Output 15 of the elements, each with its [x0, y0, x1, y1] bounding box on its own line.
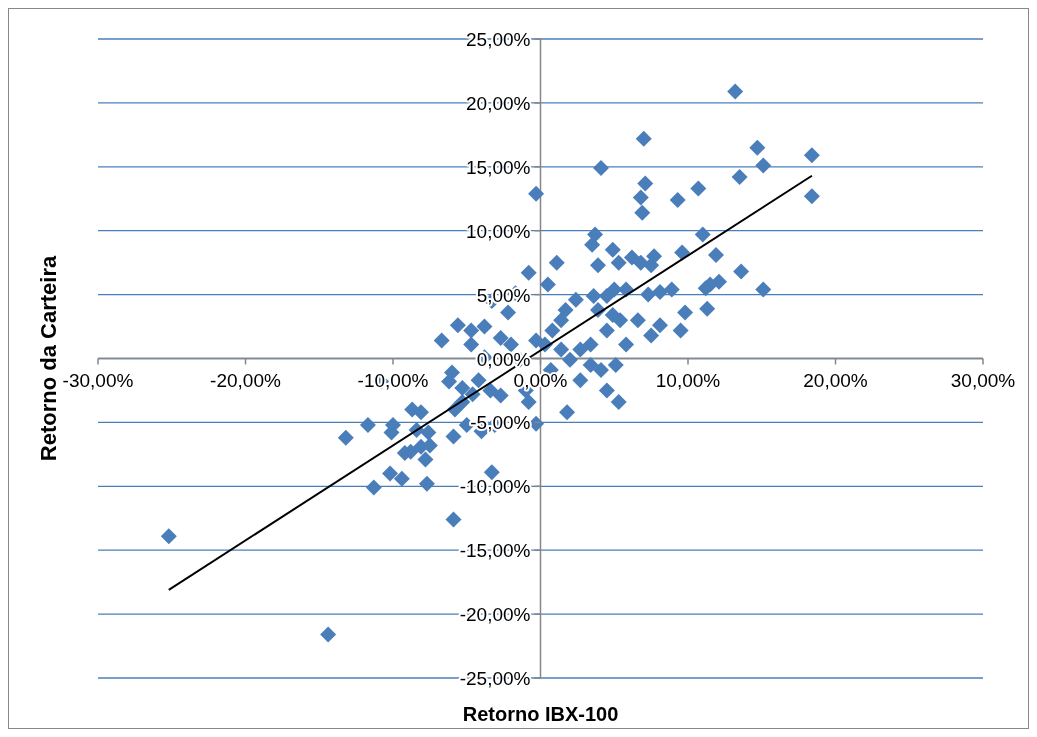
x-tick-label: -30,00% [62, 369, 134, 391]
y-tick-label: 25,00% [466, 29, 531, 50]
x-tick-label: 20,00% [803, 369, 868, 391]
y-tick-label: -25,00% [459, 668, 531, 689]
y-tick-label: 20,00% [466, 92, 531, 114]
y-tick-label: -15,00% [459, 540, 531, 562]
y-tick-label: 15,00% [466, 156, 531, 178]
y-tick-label: -20,00% [459, 604, 531, 626]
y-axis-title: Retorno da Carteira [36, 255, 61, 462]
x-tick-label: 10,00% [655, 369, 721, 391]
x-tick-label: 30,00% [950, 369, 1016, 391]
x-axis-title: Retorno IBX-100 [462, 703, 619, 725]
x-tick-label: 0,00% [513, 369, 568, 391]
y-tick-label: 0,00% [476, 348, 531, 370]
x-tick-label: -20,00% [210, 369, 281, 391]
